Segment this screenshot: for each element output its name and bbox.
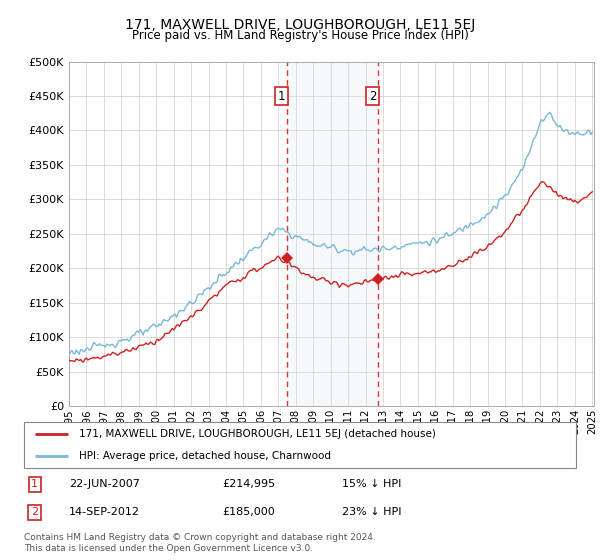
Text: Price paid vs. HM Land Registry's House Price Index (HPI): Price paid vs. HM Land Registry's House … — [131, 29, 469, 42]
Text: £185,000: £185,000 — [222, 507, 275, 517]
Text: HPI: Average price, detached house, Charnwood: HPI: Average price, detached house, Char… — [79, 451, 331, 461]
Text: 23% ↓ HPI: 23% ↓ HPI — [342, 507, 401, 517]
Text: 1: 1 — [31, 479, 38, 489]
Text: £214,995: £214,995 — [222, 479, 275, 489]
Text: Contains HM Land Registry data © Crown copyright and database right 2024.
This d: Contains HM Land Registry data © Crown c… — [24, 533, 376, 553]
Bar — [287, 62, 378, 406]
FancyBboxPatch shape — [24, 422, 576, 468]
Text: 1: 1 — [278, 90, 285, 102]
Text: 2: 2 — [369, 90, 376, 102]
Text: 15% ↓ HPI: 15% ↓ HPI — [342, 479, 401, 489]
Text: 22-JUN-2007: 22-JUN-2007 — [69, 479, 140, 489]
Text: 171, MAXWELL DRIVE, LOUGHBOROUGH, LE11 5EJ (detached house): 171, MAXWELL DRIVE, LOUGHBOROUGH, LE11 5… — [79, 429, 436, 439]
Text: 2: 2 — [31, 507, 38, 517]
Text: 171, MAXWELL DRIVE, LOUGHBOROUGH, LE11 5EJ: 171, MAXWELL DRIVE, LOUGHBOROUGH, LE11 5… — [125, 18, 475, 32]
Text: 14-SEP-2012: 14-SEP-2012 — [69, 507, 140, 517]
